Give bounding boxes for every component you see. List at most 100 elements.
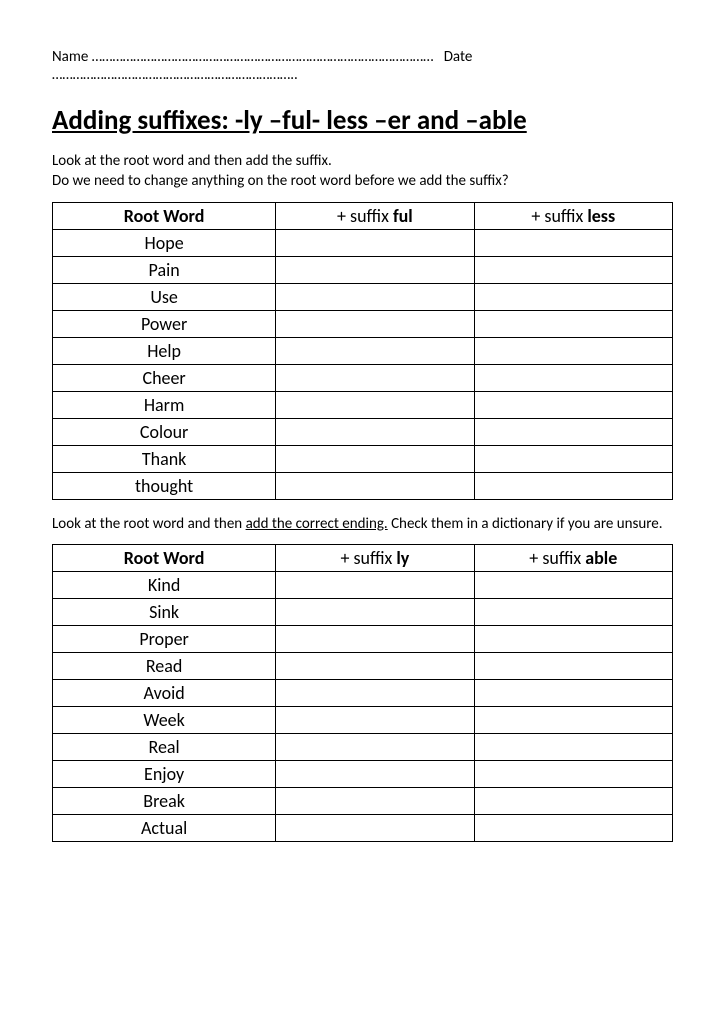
blank-cell[interactable] bbox=[474, 598, 672, 625]
root-cell: Thank bbox=[53, 445, 276, 472]
blank-cell[interactable] bbox=[276, 472, 474, 499]
blank-cell[interactable] bbox=[474, 418, 672, 445]
name-date-line: Name ……………………………………………………………………………………… D… bbox=[52, 48, 673, 84]
blank-cell[interactable] bbox=[474, 364, 672, 391]
blank-cell[interactable] bbox=[474, 256, 672, 283]
root-cell: Sink bbox=[53, 598, 276, 625]
blank-cell[interactable] bbox=[474, 652, 672, 679]
table-row: Colour bbox=[53, 418, 673, 445]
table-row: Proper bbox=[53, 625, 673, 652]
blank-cell[interactable] bbox=[276, 787, 474, 814]
instruction-2: Look at the root word and then add the c… bbox=[52, 514, 673, 534]
table-row: Thank bbox=[53, 445, 673, 472]
table-row: Kind bbox=[53, 571, 673, 598]
blank-cell[interactable] bbox=[276, 760, 474, 787]
blank-cell[interactable] bbox=[276, 256, 474, 283]
root-cell: Use bbox=[53, 283, 276, 310]
blank-cell[interactable] bbox=[474, 571, 672, 598]
blank-cell[interactable] bbox=[474, 229, 672, 256]
blank-cell[interactable] bbox=[474, 391, 672, 418]
root-cell: Power bbox=[53, 310, 276, 337]
root-cell: Actual bbox=[53, 814, 276, 841]
blank-cell[interactable] bbox=[276, 337, 474, 364]
root-cell: Pain bbox=[53, 256, 276, 283]
table-row: Enjoy bbox=[53, 760, 673, 787]
blank-cell[interactable] bbox=[276, 310, 474, 337]
blank-cell[interactable] bbox=[276, 229, 474, 256]
root-cell: Real bbox=[53, 733, 276, 760]
blank-cell[interactable] bbox=[474, 625, 672, 652]
header-suffix-ly: + suffix ly bbox=[276, 544, 474, 571]
blank-cell[interactable] bbox=[276, 679, 474, 706]
page-title: Adding suffixes: -ly –ful- less –er and … bbox=[52, 104, 673, 137]
header-root: Root Word bbox=[53, 202, 276, 229]
blank-cell[interactable] bbox=[474, 283, 672, 310]
root-cell: Kind bbox=[53, 571, 276, 598]
table-row: Use bbox=[53, 283, 673, 310]
table-row: Week bbox=[53, 706, 673, 733]
root-cell: Proper bbox=[53, 625, 276, 652]
instr1-line2: Do we need to change anything on the roo… bbox=[52, 172, 509, 190]
table-row: Real bbox=[53, 733, 673, 760]
blank-cell[interactable] bbox=[474, 706, 672, 733]
name-label: Name bbox=[52, 48, 88, 66]
header-root: Root Word bbox=[53, 544, 276, 571]
root-cell: Hope bbox=[53, 229, 276, 256]
blank-cell[interactable] bbox=[276, 445, 474, 472]
blank-cell[interactable] bbox=[276, 814, 474, 841]
blank-cell[interactable] bbox=[474, 679, 672, 706]
blank-cell[interactable] bbox=[474, 445, 672, 472]
blank-cell[interactable] bbox=[276, 283, 474, 310]
root-cell: thought bbox=[53, 472, 276, 499]
blank-cell[interactable] bbox=[474, 310, 672, 337]
table-row: thought bbox=[53, 472, 673, 499]
blank-cell[interactable] bbox=[474, 787, 672, 814]
root-cell: Avoid bbox=[53, 679, 276, 706]
instr2-underline: add the correct ending. bbox=[246, 515, 388, 533]
instr1-line1: Look at the root word and then add the s… bbox=[52, 152, 332, 170]
blank-cell[interactable] bbox=[474, 814, 672, 841]
blank-cell[interactable] bbox=[276, 733, 474, 760]
root-cell: Cheer bbox=[53, 364, 276, 391]
date-dots: …………………………………………………………….. bbox=[52, 66, 298, 84]
root-cell: Enjoy bbox=[53, 760, 276, 787]
table-header-row: Root Word + suffix ful + suffix less bbox=[53, 202, 673, 229]
blank-cell[interactable] bbox=[276, 418, 474, 445]
root-cell: Read bbox=[53, 652, 276, 679]
blank-cell[interactable] bbox=[276, 706, 474, 733]
instruction-1: Look at the root word and then add the s… bbox=[52, 151, 673, 192]
root-cell: Week bbox=[53, 706, 276, 733]
name-dots: ……………………………………………………………………………………… bbox=[92, 48, 434, 66]
blank-cell[interactable] bbox=[276, 598, 474, 625]
header-suffix-ful: + suffix ful bbox=[276, 202, 474, 229]
date-label: Date bbox=[444, 48, 473, 66]
blank-cell[interactable] bbox=[276, 571, 474, 598]
root-cell: Colour bbox=[53, 418, 276, 445]
root-cell: Break bbox=[53, 787, 276, 814]
blank-cell[interactable] bbox=[474, 760, 672, 787]
table-row: Harm bbox=[53, 391, 673, 418]
header-suffix-less: + suffix less bbox=[474, 202, 672, 229]
table-row: Pain bbox=[53, 256, 673, 283]
table-row: Help bbox=[53, 337, 673, 364]
blank-cell[interactable] bbox=[276, 625, 474, 652]
table-row: Avoid bbox=[53, 679, 673, 706]
blank-cell[interactable] bbox=[474, 337, 672, 364]
blank-cell[interactable] bbox=[276, 652, 474, 679]
suffix-table-2: Root Word + suffix ly + suffix able Kind… bbox=[52, 544, 673, 842]
suffix-table-1: Root Word + suffix ful + suffix less Hop… bbox=[52, 202, 673, 500]
blank-cell[interactable] bbox=[474, 472, 672, 499]
root-cell: Harm bbox=[53, 391, 276, 418]
table-row: Cheer bbox=[53, 364, 673, 391]
blank-cell[interactable] bbox=[474, 733, 672, 760]
table-row: Sink bbox=[53, 598, 673, 625]
table-row: Break bbox=[53, 787, 673, 814]
blank-cell[interactable] bbox=[276, 364, 474, 391]
instr2-post: Check them in a dictionary if you are un… bbox=[388, 515, 663, 533]
header-suffix-able: + suffix able bbox=[474, 544, 672, 571]
blank-cell[interactable] bbox=[276, 391, 474, 418]
root-cell: Help bbox=[53, 337, 276, 364]
table-row: Power bbox=[53, 310, 673, 337]
instr2-pre: Look at the root word and then bbox=[52, 515, 246, 533]
table-row: Read bbox=[53, 652, 673, 679]
